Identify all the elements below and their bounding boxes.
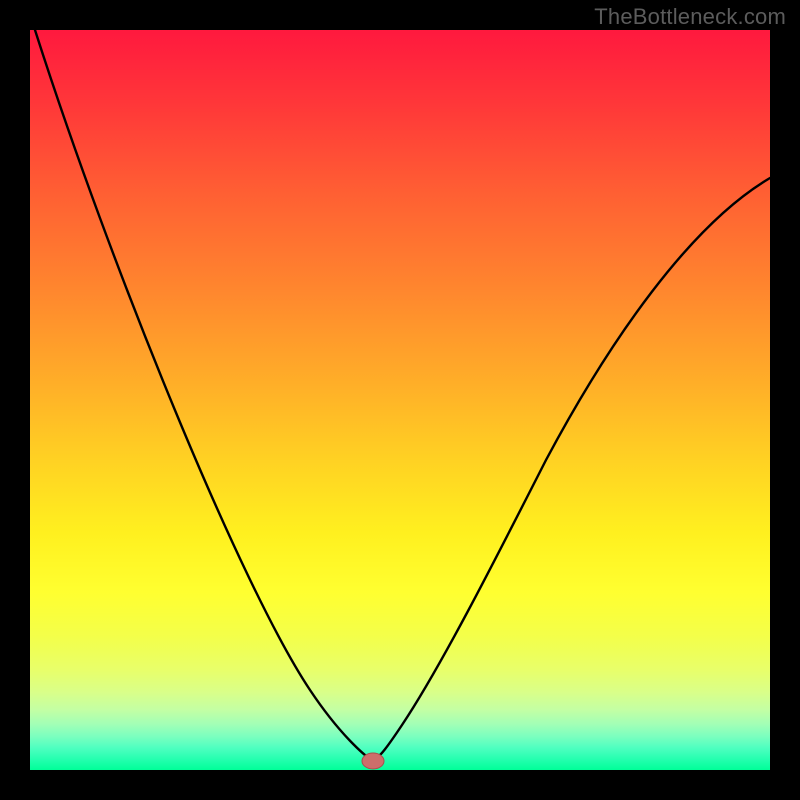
watermark-text: TheBottleneck.com [594,4,786,30]
curve-layer [30,30,770,770]
bottleneck-curve [35,30,770,761]
plot-area [30,30,770,770]
chart-frame: TheBottleneck.com [0,0,800,800]
minimum-marker [362,753,384,769]
